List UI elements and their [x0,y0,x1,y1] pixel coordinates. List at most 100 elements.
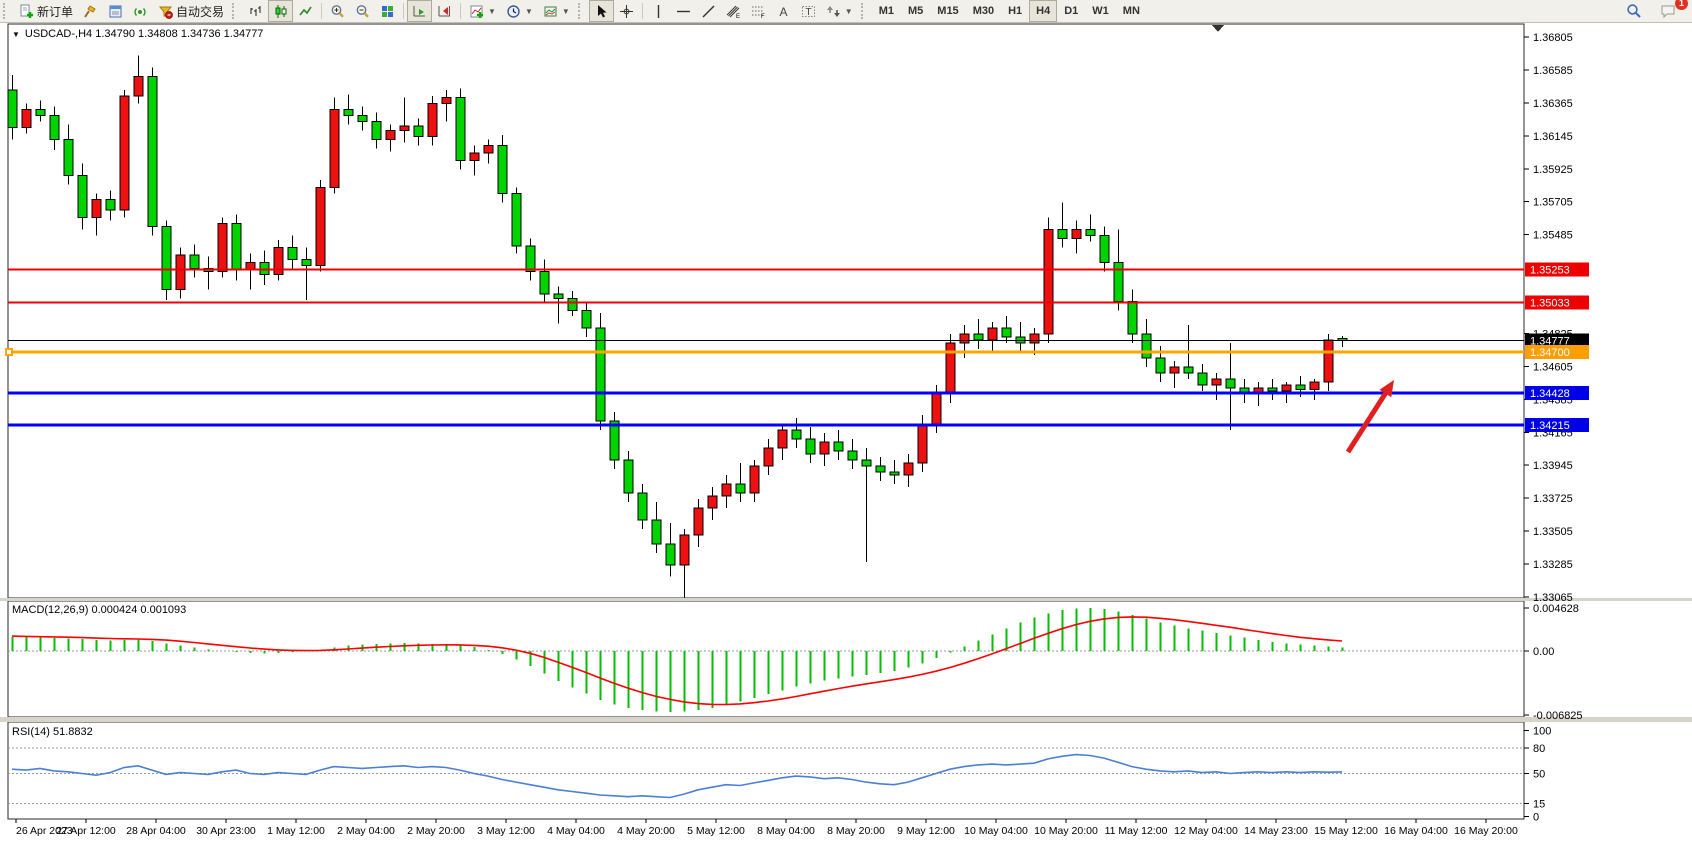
signal-button[interactable] [128,0,153,22]
periods-icon [506,4,521,19]
candle-down [651,519,662,545]
candle-up [1211,378,1222,386]
text-label-button[interactable]: T [796,0,821,22]
chart-shift-marker[interactable] [1212,25,1224,32]
chevron-down-icon: ▼ [488,6,496,16]
candle-down [609,420,620,461]
price-axis-tick-label: 1.35705 [1533,197,1573,209]
candle-down [1155,357,1166,374]
panel-plot-area[interactable] [7,721,1525,820]
text-icon: A [776,4,791,19]
autotrading-label: 自动交易 [176,4,225,19]
candle-up [21,109,32,129]
panel-splitter[interactable] [0,598,1692,601]
candle-down [301,258,312,266]
vertical-line-button[interactable] [646,0,671,22]
periods-button[interactable]: ▼ [501,0,538,22]
period-button-W1[interactable]: W1 [1092,5,1109,17]
candle-down [287,246,298,260]
notification-count-badge: 1 [1675,0,1688,10]
candle-down [595,327,606,422]
candle-up [119,95,130,211]
candle-up [917,423,928,464]
search-button[interactable] [1621,0,1647,22]
panel-plot-area[interactable] [7,600,1525,718]
period-button-M1[interactable]: M1 [878,5,894,17]
chevron-down-icon: ▼ [561,6,570,16]
zoom-in-button[interactable] [325,0,350,22]
candle-down [1141,333,1152,359]
price-axis-tick-label: 1.34605 [1533,361,1573,373]
arrows-button[interactable]: ▼ [821,0,858,22]
price-badge-label: 1.34777 [1530,336,1570,348]
period-button-MN[interactable]: MN [1122,5,1140,17]
candle-up [679,534,690,566]
date-axis-label: 2 May 20:00 [407,825,465,837]
price-badge [1525,333,1589,348]
candle-up [385,130,396,141]
toolbar-grip[interactable] [860,3,868,19]
candle-down [357,115,368,123]
equidistant-channel-button[interactable]: E [721,0,746,22]
price-badge-label: 1.34428 [1530,388,1570,400]
date-axis-label: 26 Apr 2023 [16,825,73,837]
panel-plot-area[interactable] [7,23,1525,599]
toolbar-separator [641,3,643,19]
period-button-H4[interactable]: H4 [1029,0,1058,22]
cursor-button[interactable] [588,0,614,22]
svg-text:E: E [736,14,740,19]
candle-down [1197,372,1208,386]
price-badge [1525,385,1589,400]
period-button-D1[interactable]: D1 [1064,5,1079,17]
line-chart-button[interactable] [293,0,318,22]
crosshair-button[interactable] [614,0,639,22]
indicators-button[interactable]: ▼ [464,0,501,22]
market-watch-button[interactable] [103,0,128,22]
candle-up [1029,333,1040,344]
new-order-button[interactable]: 新订单 [14,0,78,22]
zoom-out-button[interactable] [350,0,375,22]
candle-up [777,429,788,449]
fibonacci-button[interactable]: F [746,0,771,22]
period-button-M30[interactable]: M30 [972,5,995,17]
chart-menu-icon[interactable]: ▼ [12,30,20,39]
period-button-M15[interactable]: M15 [937,5,959,17]
candle-down [973,333,984,341]
candle-down [553,293,564,299]
zoom-in-icon [330,4,345,19]
candle-down [847,450,858,461]
date-axis-label: 10 May 20:00 [1034,825,1098,837]
candle-down [1183,366,1194,374]
chart-shift-button[interactable] [432,0,457,22]
period-button-H1[interactable]: H1 [1008,5,1023,17]
candle-up [273,246,284,275]
line-anchor-handle[interactable] [5,348,13,357]
chart-canvas[interactable]: 1.36805 1.36585 1.36365 1.36145 1.35925 1.357… [0,23,1692,856]
hammer-button[interactable] [78,0,103,22]
annotation-arrow-head[interactable] [1379,380,1394,398]
rsi-indicator-label: RSI(14) 51.8832 [12,726,93,738]
date-axis-label: 8 May 04:00 [757,825,815,837]
fibonacci-icon: F [751,4,766,19]
toolbar-grip[interactable] [577,3,585,19]
text-button[interactable]: A [771,0,796,22]
annotation-arrow[interactable] [1345,392,1388,454]
autotrading-button[interactable]: 自动交易 [153,0,229,22]
templates-button[interactable]: ▼ [538,0,575,22]
panel-splitter[interactable] [0,717,1692,722]
candlestick-chart-button[interactable] [268,0,294,22]
toolbar-grip[interactable] [3,3,10,19]
toolbar-grip[interactable] [232,3,239,19]
tile-windows-button[interactable] [375,0,400,22]
bar-chart-button[interactable] [243,0,268,22]
notifications-button[interactable]: 1 [1655,0,1688,22]
candle-up [315,186,326,266]
timeframe-bar: M1 M5 M15 M30 H1 H4 D1 W1 MN [872,0,1147,22]
trendline-button[interactable] [696,0,721,22]
date-axis-label: 4 May 20:00 [617,825,675,837]
chart-shift-icon [437,4,452,19]
horizontal-line-icon [676,4,691,19]
period-button-M5[interactable]: M5 [908,5,924,17]
horizontal-line-button[interactable] [671,0,696,22]
auto-scroll-button[interactable] [407,0,433,22]
